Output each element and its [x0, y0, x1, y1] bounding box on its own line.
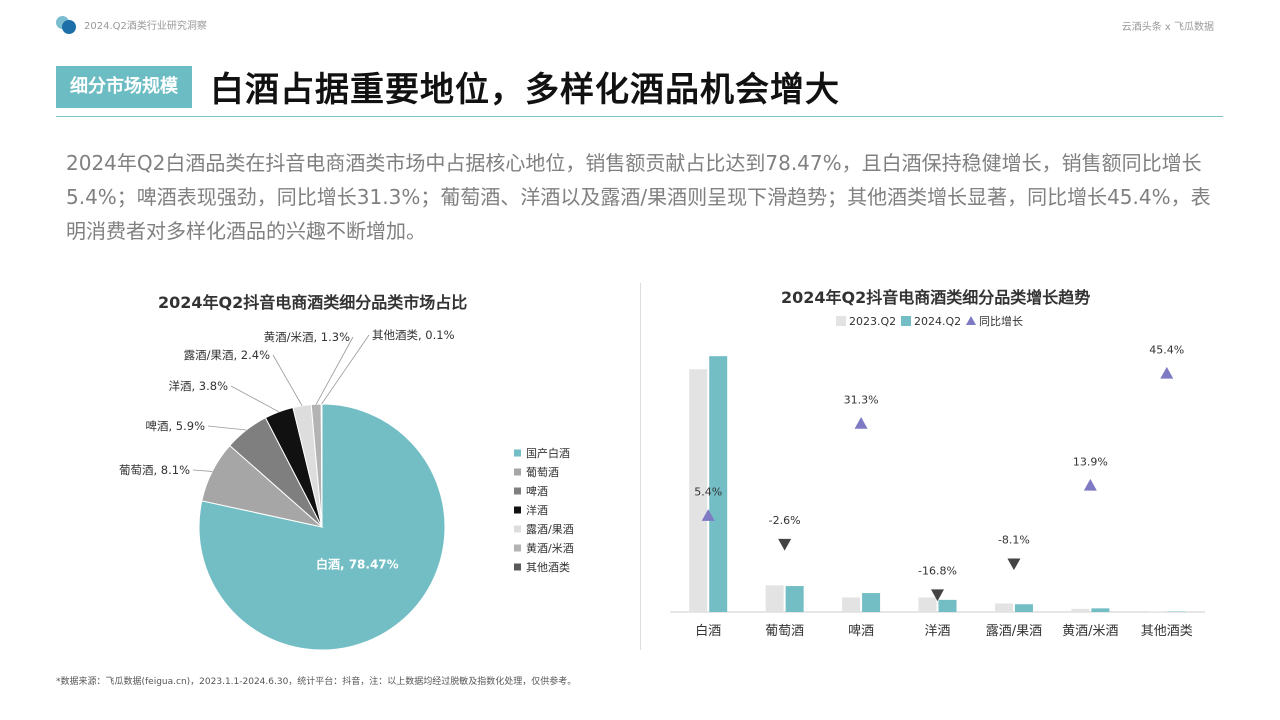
pie-data-label: 露酒/果酒, 2.4%: [184, 348, 270, 362]
x-tick-label: 洋酒: [924, 624, 950, 639]
bar-2023.Q2: [994, 603, 1013, 612]
growth-marker: [778, 538, 792, 551]
bar-2023.Q2: [842, 597, 861, 612]
growth-data-label: 31.3%: [844, 394, 879, 407]
bar-2023.Q2: [765, 585, 784, 612]
pie-data-label: 洋酒, 3.8%: [168, 379, 228, 393]
pie-legend-label: 国产白酒: [526, 446, 570, 460]
pie-legend-swatch: [514, 563, 521, 571]
x-tick-label: 其他酒类: [1141, 624, 1193, 639]
bar-2024.Q2: [1091, 608, 1110, 612]
pie-legend-swatch: [514, 468, 521, 476]
growth-data-label: 5.4%: [694, 486, 722, 499]
pie-legend-swatch: [514, 449, 521, 457]
report-series-title: 2024.Q2酒类行业研究洞察: [84, 20, 207, 32]
growth-marker: [854, 417, 868, 429]
growth-marker: [1083, 478, 1097, 491]
pie-leader-line: [272, 354, 303, 406]
bar-2023.Q2: [1071, 608, 1090, 612]
growth-data-label: -8.1%: [998, 534, 1030, 547]
bar-2024.Q2: [709, 356, 728, 612]
pie-leader-line: [207, 425, 247, 431]
page-header: 细分市场规模 白酒占据重要地位，多样化酒品机会增大: [56, 62, 840, 111]
bar-chart-title: 2024年Q2抖音电商酒类细分品类增长趋势: [781, 288, 1091, 307]
brand-header: 2024.Q2酒类行业研究洞察: [56, 14, 207, 34]
pie-data-label: 黄酒/米酒, 1.3%: [264, 330, 350, 344]
pie-legend-label: 黄酒/米酒: [526, 541, 574, 555]
pie-leader-line: [230, 385, 280, 413]
growth-data-label: -2.6%: [769, 514, 801, 527]
pie-legend-label: 露酒/果酒: [526, 523, 574, 536]
growth-marker: [1007, 558, 1021, 571]
pie-data-label: 其他酒类, 0.1%: [372, 328, 455, 342]
growth-marker: [931, 589, 944, 602]
pie-legend-label: 葡萄酒: [526, 466, 559, 479]
pie-leader-line: [192, 469, 213, 472]
x-tick-label: 黄酒/米酒: [1062, 624, 1118, 639]
pie-data-label: 葡萄酒, 8.1%: [119, 463, 190, 477]
brand-logo-icon: [56, 14, 76, 34]
x-tick-label: 白酒: [695, 623, 721, 639]
bar-2024.Q2: [1014, 604, 1033, 612]
pie-chart-title: 2024年Q2抖音电商酒类细分品类市场占比: [158, 293, 468, 312]
pie-leader-line: [321, 334, 370, 405]
growth-data-label: 45.4%: [1149, 343, 1184, 356]
legend-label-2023: 2023.Q2: [849, 315, 896, 328]
chart-divider: [640, 283, 641, 650]
x-tick-label: 葡萄酒: [765, 624, 804, 639]
pie-legend-label: 其他酒类: [526, 560, 570, 574]
pie-legend-swatch: [514, 506, 521, 514]
legend-swatch-2023: [836, 316, 846, 326]
source-credit: 云酒头条 x 飞瓜数据: [1121, 22, 1214, 33]
legend-label-2024: 2024.Q2: [914, 315, 961, 328]
pie-legend-swatch: [514, 525, 521, 533]
pie-chart: 白酒, 78.47% 葡萄酒, 8.1% 啤酒, 5.9% 洋酒, 3.8% 露酒/果酒…: [119, 328, 574, 651]
legend-swatch-growth: [966, 316, 976, 325]
pie-legend-label: 洋酒: [526, 503, 548, 517]
growth-marker: [1160, 366, 1174, 379]
summary-paragraph: 2024年Q2白酒品类在抖音电商酒类市场中占据核心地位，销售额贡献占比达到78.…: [66, 151, 1211, 243]
bar-2024.Q2: [862, 593, 881, 612]
legend-label-growth: 同比增长: [979, 314, 1023, 328]
pie-legend-label: 啤酒: [526, 484, 548, 498]
page-title: 白酒占据重要地位，多样化酒品机会增大: [210, 70, 840, 110]
section-tag: 细分市场规模: [56, 65, 192, 108]
x-tick-label: 啤酒: [848, 624, 874, 639]
pie-data-label: 啤酒, 5.9%: [145, 419, 205, 433]
pie-legend-swatch: [514, 544, 521, 552]
bar-2023.Q2: [918, 597, 937, 612]
bar-2024.Q2: [938, 599, 957, 612]
growth-data-label: -16.8%: [918, 565, 957, 578]
pie-legend-swatch: [514, 487, 521, 495]
growth-marker: [701, 509, 715, 521]
legend-swatch-2024: [901, 316, 911, 326]
title-underline: [56, 116, 1223, 117]
pie-leader-line: [315, 336, 354, 405]
growth-data-label: 13.9%: [1073, 455, 1108, 468]
bar-2024.Q2: [785, 586, 804, 612]
pie-data-label: 白酒, 78.47%: [316, 556, 399, 571]
bar-2023.Q2: [689, 369, 708, 612]
x-tick-label: 露酒/果酒: [986, 624, 1042, 639]
data-source-footnote: *数据来源：飞瓜数据(feigua.cn)，2023.1.1-2024.6.30…: [56, 677, 577, 687]
